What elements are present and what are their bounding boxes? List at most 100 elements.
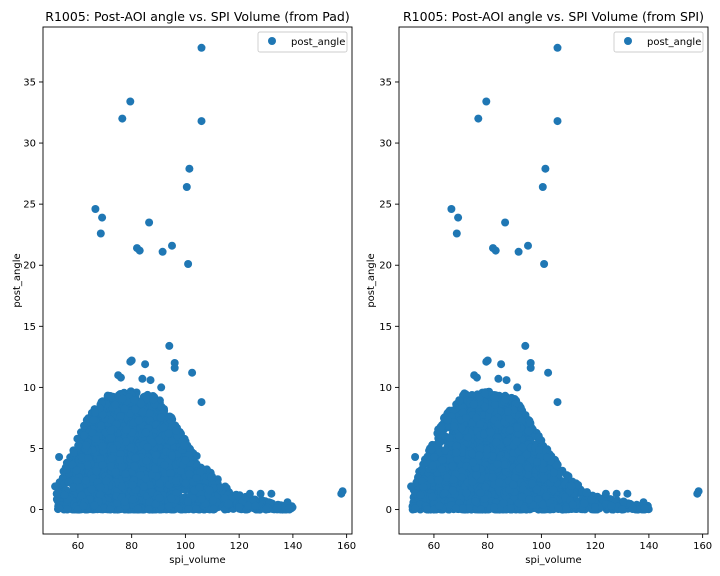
scatter-point [151,451,160,460]
scatter-point [60,490,69,499]
scatter-points [407,43,703,514]
scatter-point [164,502,173,511]
scatter-point [107,454,116,463]
scatter-point [139,482,148,491]
x-axis-label: spi_volume [169,555,225,566]
scatter-point [197,398,206,407]
scatter-point [168,241,176,250]
scatter-point [89,416,98,424]
scatter-point [83,461,92,470]
scatter-point [192,474,201,482]
scatter-point [63,505,72,514]
scatter-point [79,501,88,510]
scatter-point [111,400,120,409]
chart-panel-pad: R1005: Post-AOI angle vs. SPI Volume (fr… [12,9,356,566]
scatter-point [182,183,191,191]
scatter-point [188,368,197,377]
scatter-point [128,495,137,504]
scatter-point [183,497,192,506]
scatter-point [118,394,127,403]
scatter-point [106,426,115,435]
scatter-point [209,505,218,514]
y-tick-label: 35 [23,77,36,88]
scatter-point [90,501,99,510]
scatter-point [256,489,265,498]
y-tick-label: 0 [30,505,36,516]
scatter-point [128,481,137,490]
scatter-point [121,469,130,478]
scatter-point [184,260,193,268]
scatter-point [164,429,173,438]
scatter-point [235,503,244,512]
y-axis-label: post_angle [12,253,23,307]
scatter-point [120,404,129,413]
scatter-point [81,476,90,485]
y-tick-label: 30 [23,139,36,150]
scatter-point [262,505,270,514]
scatter-point [118,482,126,491]
scatter-point [185,164,194,173]
scatter-point [181,456,190,465]
scatter-point [55,504,64,513]
scatter-point [167,437,176,446]
scatter-point [155,479,164,488]
scatter-point [118,114,127,123]
scatter-point [92,467,101,476]
scatter-point [75,483,84,492]
scatter-point [131,454,140,462]
y-tick-label: 20 [23,261,36,272]
scatter-point [107,433,116,442]
x-axis-ticks: 60 80 100 120 140 160 [72,534,356,552]
x-tick-label: 100 [176,541,195,552]
scatter-point [157,383,166,392]
chart-title: R1005: Post-AOI angle vs. SPI Volume (fr… [45,9,349,24]
scatter-point [135,246,144,255]
scatter-point [116,373,125,382]
scatter-point [185,469,194,478]
scatter-point [96,229,105,238]
scatter-point [174,504,183,513]
chart-title: R1005: Post-AOI angle vs. SPI Volume (fr… [403,9,704,24]
scatter-point [145,218,154,227]
scatter-point [157,413,166,422]
scatter-point [267,489,276,498]
scatter-points [51,43,347,514]
scatter-point [116,456,124,465]
scatter-point [160,461,169,469]
scatter-point [106,392,115,400]
scatter-point [55,453,64,461]
scatter-point [96,490,105,499]
scatter-point [251,501,260,510]
scatter-point [143,443,152,451]
scatter-point [91,205,100,213]
scatter-point [165,341,174,350]
scatter-point [284,504,293,513]
scatter-point [167,494,176,503]
scatter-point [98,213,107,222]
x-tick-label: 80 [125,541,138,552]
scatter-point [97,421,105,430]
scatter-point [170,363,179,372]
scatter-point [149,395,158,404]
scatter-point [98,442,107,451]
x-tick-label: 140 [283,541,302,552]
scatter-point [166,468,175,477]
legend-marker [268,37,276,45]
scatter-point [51,482,60,491]
scatter-point [171,477,180,485]
scatter-point [141,428,150,437]
scatter-point [130,396,139,404]
x-tick-label: 60 [72,541,85,552]
scatter-point [130,462,139,471]
scatter-point [172,426,181,435]
x-tick-label: 160 [337,541,356,552]
scatter-point [155,494,164,502]
scatter-point [96,483,105,491]
scatter-point [138,407,147,416]
scatter-point [142,456,151,465]
scatter-point [245,489,254,498]
scatter-point [197,117,206,126]
scatter-point [151,464,159,473]
scatter-point [244,501,253,510]
